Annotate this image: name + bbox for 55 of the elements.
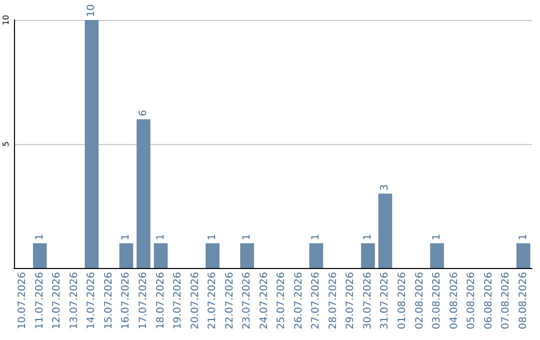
x-tick-label: 18.07.2026 — [155, 272, 166, 330]
data-label: 6 — [138, 110, 149, 116]
x-tick-label: 23.07.2026 — [242, 272, 253, 330]
data-label: 1 — [310, 234, 322, 240]
data-label: 10 — [86, 4, 98, 17]
x-tick-label: 25.07.2026 — [276, 272, 288, 330]
x-tick-label: 08.08.2026 — [518, 272, 529, 330]
bar — [136, 119, 150, 268]
x-tick-label: 28.07.2026 — [328, 272, 339, 330]
x-tick-label: 07.08.2026 — [500, 272, 512, 330]
data-label: 1 — [518, 234, 529, 240]
bar — [32, 243, 47, 268]
x-tick-label: 20.07.2026 — [190, 272, 201, 330]
bar — [378, 194, 392, 268]
x-tick-label: 02.08.2026 — [414, 272, 426, 330]
x-tick-label: 26.07.2026 — [293, 272, 304, 330]
x-tick-label: 05.08.2026 — [466, 272, 478, 330]
bar — [240, 243, 254, 268]
data-label: 1 — [120, 234, 132, 240]
x-tick-label: 14.07.2026 — [86, 272, 98, 330]
bar — [84, 20, 99, 268]
x-tick-label: 06.08.2026 — [483, 272, 494, 330]
x-tick-label: 17.07.2026 — [138, 272, 149, 330]
x-tick-label: 30.07.2026 — [362, 272, 374, 330]
bar — [309, 243, 324, 268]
data-label: 1 — [432, 234, 443, 240]
x-tick-label: 04.08.2026 — [448, 272, 460, 330]
x-tick-label: 10.07.2026 — [17, 272, 28, 330]
x-tick-label: 22.07.2026 — [224, 272, 236, 330]
x-tick-label: 29.07.2026 — [345, 272, 356, 330]
x-tick-label: 01.08.2026 — [397, 272, 408, 330]
data-label: 1 — [362, 234, 374, 240]
x-tick-label: 21.07.2026 — [207, 272, 218, 330]
bar — [430, 243, 444, 268]
bar — [361, 243, 375, 268]
data-label: 3 — [380, 184, 391, 191]
data-label: 1 — [207, 234, 218, 240]
x-tick-label: 13.07.2026 — [68, 272, 80, 330]
x-tick-label: 15.07.2026 — [103, 272, 114, 330]
x-tick-label: 03.08.2026 — [432, 272, 443, 330]
x-tick-label: 11.07.2026 — [34, 272, 46, 330]
data-label: 1 — [155, 234, 166, 240]
x-tick-label: 16.07.2026 — [120, 272, 132, 330]
bar — [119, 243, 134, 268]
data-label: 1 — [34, 234, 46, 240]
x-tick-label: 27.07.2026 — [310, 272, 322, 330]
x-tick-label: 31.07.2026 — [380, 272, 391, 330]
y-tick-label: 5 — [2, 141, 10, 147]
bar — [516, 243, 530, 268]
bar — [206, 243, 220, 268]
data-label: 1 — [242, 234, 253, 240]
bar — [154, 243, 168, 268]
x-tick-label: 12.07.2026 — [52, 272, 63, 330]
x-tick-label: 19.07.2026 — [172, 272, 184, 330]
x-tick-label: 24.07.2026 — [258, 272, 270, 330]
